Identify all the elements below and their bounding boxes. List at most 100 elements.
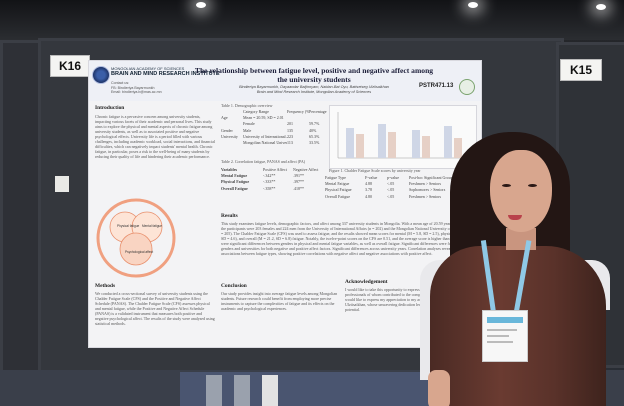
table-row: Gender Male 135 40%: [221, 128, 329, 134]
anova-table: Fatigue Type F-value p-value Post-hoc Si…: [325, 175, 475, 200]
table-header: p-value: [387, 175, 399, 180]
table-cell: .418**: [293, 185, 304, 191]
poster-code: PSTR471.13: [419, 83, 454, 89]
poster-board-left: [0, 40, 42, 376]
table-cell: 65.3%: [309, 133, 320, 139]
table-header: Fatigue Type: [325, 175, 346, 180]
table-row: Age Mean = 20.59, SD = 2.01: [221, 115, 329, 121]
table-cell: Age: [221, 115, 228, 121]
conclusion-text: Our study provides insight into average …: [221, 291, 338, 311]
figure-bar-chart: [329, 105, 477, 169]
venn-diagram: Physical fatigue Mental fatigue Psycholo…: [96, 198, 176, 278]
passerby-legs: [200, 375, 280, 406]
lips: [508, 215, 522, 220]
authors-line: Bindieriya Bayarmunkh, Dayaandar Baljinn…: [239, 85, 389, 89]
table-row: Physical Fatigue 3.78 <.05 Sophomores > …: [325, 187, 475, 193]
results-text: This study examines fatigue levels, demo…: [221, 221, 474, 256]
table-cell: Mean = 20.59, SD = 2.01: [243, 115, 284, 121]
contact-line: FB: Bindieriya Bayarmunkh: [111, 85, 155, 90]
badge-line: [487, 341, 513, 343]
table-header: Frequency (%): [287, 109, 309, 114]
table-cell: Mental Fatigue: [325, 181, 350, 187]
bar: [356, 134, 364, 158]
table-row: Overall Fatigue -.358** .418**: [221, 186, 321, 192]
table-cell: Gender: [221, 127, 233, 133]
table-row: Mongolian National University of Educati…: [221, 140, 329, 146]
leg: [234, 375, 250, 406]
table-cell: Physical Fatigue: [221, 179, 250, 185]
contact-info: Contact us: FB: Bindieriya Bayarmunkh Em…: [111, 81, 162, 95]
carpet: [180, 372, 440, 406]
table-row: Female 201 59.7%: [221, 121, 329, 127]
leg: [262, 375, 278, 406]
demographics-table: Category Range Frequency (%) Percentage …: [221, 109, 329, 146]
table-header-row: Variables Positive Affect Negative Affec…: [221, 167, 321, 173]
ceiling-light: [468, 2, 478, 8]
poster-title: The relationship between fatigue level, …: [194, 66, 434, 84]
table-cell: Overall Fatigue: [325, 193, 350, 199]
results-heading: Results: [221, 213, 238, 219]
table-cell: Physical Fatigue: [325, 187, 352, 193]
table-cell: 59.7%: [309, 121, 320, 127]
table-cell: Sophomores > Seniors: [409, 187, 446, 193]
bar: [454, 138, 462, 158]
bar: [444, 126, 452, 158]
methods-heading: Methods: [95, 283, 116, 289]
table-header: Negative Affect: [293, 167, 319, 172]
table-cell: -.358**: [263, 185, 276, 191]
table-cell: 223: [287, 133, 293, 139]
table-header-row: Fatigue Type F-value p-value Post-hoc Si…: [325, 175, 475, 181]
academy-logo-icon: [92, 66, 110, 84]
table-header-row: Category Range Frequency (%) Percentage: [221, 109, 329, 115]
table-cell: .391**: [293, 173, 304, 179]
badge-stripe: [487, 317, 523, 323]
table-cell: 33.5%: [309, 140, 320, 146]
acknowledgement-text: I would like to take this opportunity to…: [345, 287, 475, 312]
table-row: Physical Fatigue -.333** .397**: [221, 179, 321, 185]
contact-line: Contact us:: [111, 81, 130, 85]
table-cell: <.05: [387, 193, 395, 199]
table-cell: 201: [287, 121, 293, 127]
institute-badge-icon: [459, 79, 475, 95]
arm: [428, 370, 450, 406]
methods-text: We conducted a cross-sectional survey of…: [95, 291, 215, 326]
institution-line1: MONGOLIAN ACADEMY OF SCIENCES: [111, 66, 185, 71]
badge-line: [487, 335, 509, 337]
research-poster: MONGOLIAN ACADEMY OF SCIENCES BRAIN AND …: [88, 60, 482, 348]
table-cell: Freshmen > Seniors: [409, 193, 442, 199]
table-cell: Male: [243, 127, 252, 133]
poster-authors: Bindieriya Bayarmunkh, Dayaandar Baljinn…: [199, 85, 429, 95]
venn-label: Mental fatigue: [142, 224, 162, 228]
paper-note: [55, 176, 69, 192]
eye: [502, 184, 511, 187]
figure-caption: Figure 1. Chalder Fatigue Scale scores b…: [329, 168, 421, 173]
table-cell: Mongolian National University of Educati…: [243, 140, 287, 146]
table-row: Overall Fatigue 4.80 <.05 Freshmen > Sen…: [325, 194, 475, 200]
name-badge: [482, 310, 528, 362]
bar-chart-graphic: [337, 112, 470, 159]
introduction-heading: Introduction: [95, 105, 125, 111]
bar: [422, 136, 430, 158]
table-header: Post-hoc Significant Groups: [409, 175, 455, 180]
table-cell: -.342**: [263, 173, 276, 179]
correlation-table: Variables Positive Affect Negative Affec…: [221, 167, 321, 192]
table-cell: 40%: [309, 127, 317, 133]
table-row: University University of International A…: [221, 134, 329, 140]
table-row: Mental Fatigue -.342** .391**: [221, 173, 321, 179]
contact-line: Email: bindieriya.b@mas.ac.mn: [111, 90, 162, 94]
table-cell: 4.88: [365, 181, 372, 187]
venn-label: Physical fatigue: [117, 224, 140, 228]
face: [490, 150, 552, 232]
table-cell: <.05: [387, 187, 395, 193]
table-cell: [221, 140, 243, 146]
bar: [412, 130, 420, 158]
table-header: F-value: [365, 175, 378, 180]
acknowledgement-heading: Acknowledgement: [345, 279, 388, 285]
institution-line2: BRAIN AND MIND RESEARCH INSTITUTE: [111, 71, 220, 77]
table-cell: 135: [287, 127, 293, 133]
table-cell: .397**: [293, 179, 304, 185]
venn-label: Psychological affect: [125, 250, 153, 254]
table-cell: 4.80: [365, 193, 372, 199]
affiliation-line: Brain and Mind Research Institute, Mongo…: [256, 90, 372, 94]
